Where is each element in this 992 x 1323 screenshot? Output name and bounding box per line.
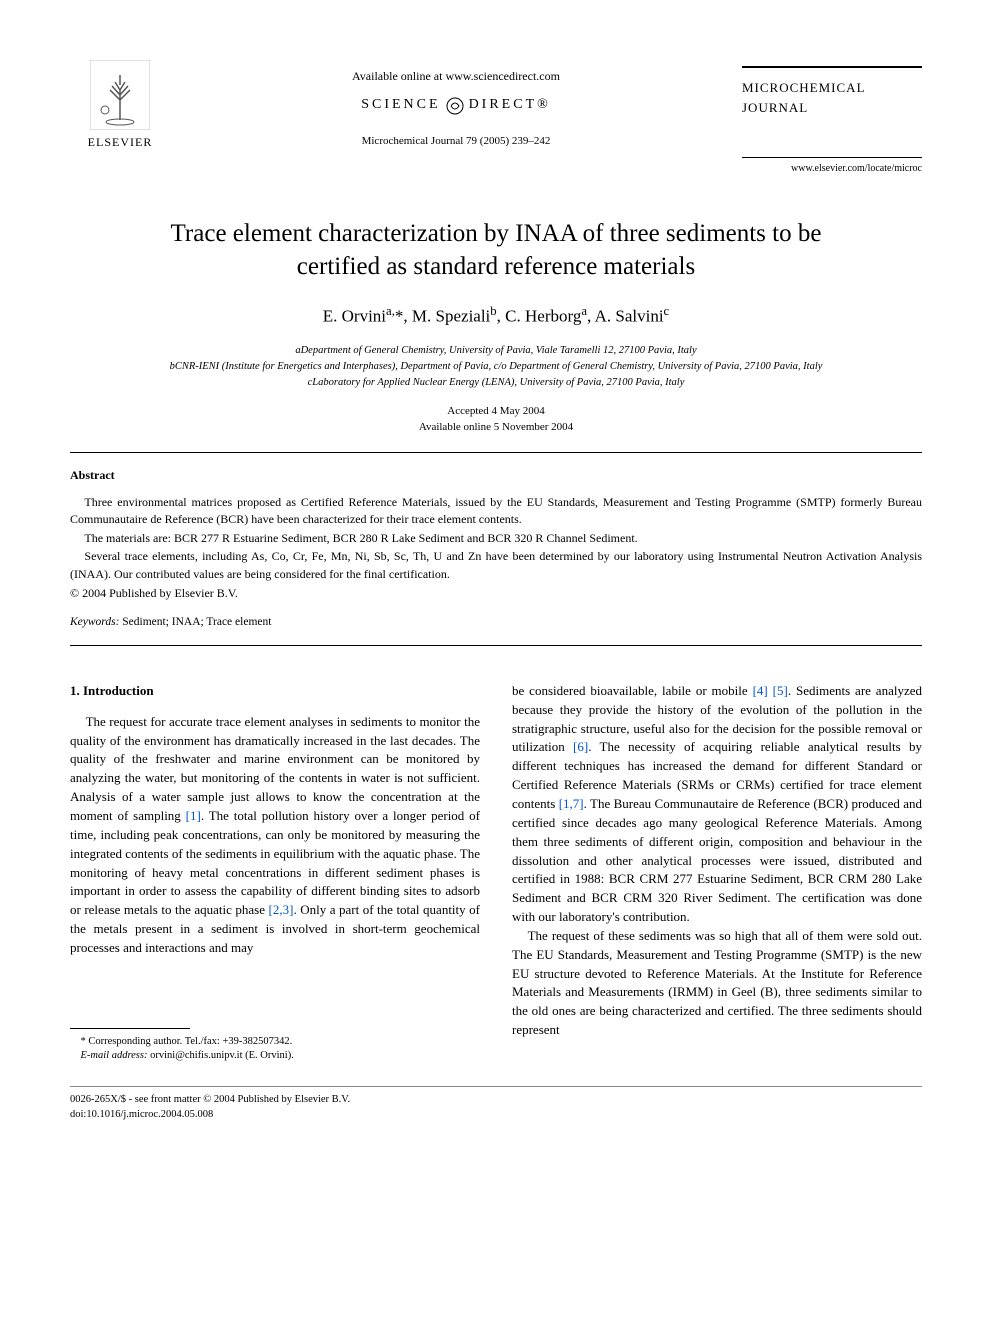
article-dates: Accepted 4 May 2004 Available online 5 N… bbox=[70, 403, 922, 436]
journal-block: MICROCHEMICAL JOURNAL www.elsevier.com/l… bbox=[742, 60, 922, 177]
affiliation-a: aDepartment of General Chemistry, Univer… bbox=[70, 343, 922, 359]
abstract-bottom-rule bbox=[70, 645, 922, 646]
email-address: orvini@chifis.unipv.it (E. Orvini). bbox=[147, 1050, 293, 1061]
publisher-block: ELSEVIER bbox=[70, 60, 170, 151]
abstract-top-rule bbox=[70, 452, 922, 453]
ref-link-5[interactable]: [5] bbox=[773, 683, 788, 698]
body-columns: 1. Introduction The request for accurate… bbox=[70, 682, 922, 1064]
available-online-text: Available online at www.sciencedirect.co… bbox=[170, 68, 742, 85]
article-title: Trace element characterization by INAA o… bbox=[130, 217, 862, 285]
sd-text-left: SCIENCE bbox=[361, 95, 440, 115]
intro-paragraph-right-1: be considered bioavailable, labile or mo… bbox=[512, 682, 922, 927]
keywords-line: Keywords: Sediment; INAA; Trace element bbox=[70, 614, 922, 631]
elsevier-tree-logo bbox=[90, 60, 150, 130]
section-1-heading: 1. Introduction bbox=[70, 682, 480, 701]
abstract-body: Three environmental matrices proposed as… bbox=[70, 494, 922, 583]
affiliations: aDepartment of General Chemistry, Univer… bbox=[70, 343, 922, 390]
journal-name-line2: JOURNAL bbox=[742, 98, 922, 118]
front-matter-line: 0026-265X/$ - see front matter © 2004 Pu… bbox=[70, 1093, 922, 1108]
keywords-text: Sediment; INAA; Trace element bbox=[119, 616, 271, 628]
journal-name-line1: MICROCHEMICAL bbox=[742, 78, 922, 98]
ref-link-1[interactable]: [1] bbox=[186, 808, 201, 823]
author-list: E. Orvinia,*, M. Spezialib, C. Herborga,… bbox=[70, 302, 922, 329]
footnote-rule bbox=[70, 1028, 190, 1029]
email-label: E-mail address: bbox=[81, 1050, 148, 1061]
journal-url: www.elsevier.com/locate/microc bbox=[742, 162, 922, 177]
intro-paragraph-left: The request for accurate trace element a… bbox=[70, 713, 480, 958]
science-direct-logo: SCIENCE DIRECT® bbox=[170, 95, 742, 115]
affiliation-b: bCNR-IENI (Institute for Energetics and … bbox=[70, 359, 922, 375]
abstract-heading: Abstract bbox=[70, 467, 922, 484]
abstract-p1: Three environmental matrices proposed as… bbox=[70, 494, 922, 529]
center-header: Available online at www.sciencedirect.co… bbox=[170, 60, 742, 150]
sciencedirect-swirl-icon bbox=[445, 96, 465, 116]
left-column: 1. Introduction The request for accurate… bbox=[70, 682, 480, 1064]
journal-top-rule bbox=[742, 66, 922, 68]
ref-link-2-3[interactable]: [2,3] bbox=[269, 902, 294, 917]
intro-paragraph-right-2: The request of these sediments was so hi… bbox=[512, 927, 922, 1040]
bottom-rule bbox=[70, 1086, 922, 1087]
ref-link-1-7[interactable]: [1,7] bbox=[559, 796, 584, 811]
ref-link-4[interactable]: [4] bbox=[753, 683, 768, 698]
accepted-date: Accepted 4 May 2004 bbox=[70, 403, 922, 420]
abstract-p3: Several trace elements, including As, Co… bbox=[70, 548, 922, 583]
doi-line: doi:10.1016/j.microc.2004.05.008 bbox=[70, 1108, 922, 1123]
ref-link-6[interactable]: [6] bbox=[573, 739, 588, 754]
publisher-name: ELSEVIER bbox=[88, 134, 153, 151]
sd-text-right: DIRECT® bbox=[469, 95, 551, 115]
journal-citation: Microchemical Journal 79 (2005) 239–242 bbox=[170, 134, 742, 150]
abstract-p2: The materials are: BCR 277 R Estuarine S… bbox=[70, 530, 922, 547]
keywords-label: Keywords: bbox=[70, 616, 119, 628]
page-header: ELSEVIER Available online at www.science… bbox=[70, 60, 922, 177]
affiliation-c: cLaboratory for Applied Nuclear Energy (… bbox=[70, 375, 922, 391]
online-date: Available online 5 November 2004 bbox=[70, 419, 922, 436]
corresponding-author-footnote: * Corresponding author. Tel./fax: +39-38… bbox=[70, 1035, 480, 1050]
right-column: be considered bioavailable, labile or mo… bbox=[512, 682, 922, 1064]
abstract-copyright: © 2004 Published by Elsevier B.V. bbox=[70, 585, 922, 602]
email-footnote: E-mail address: orvini@chifis.unipv.it (… bbox=[70, 1049, 480, 1064]
journal-bottom-rule bbox=[742, 157, 922, 158]
